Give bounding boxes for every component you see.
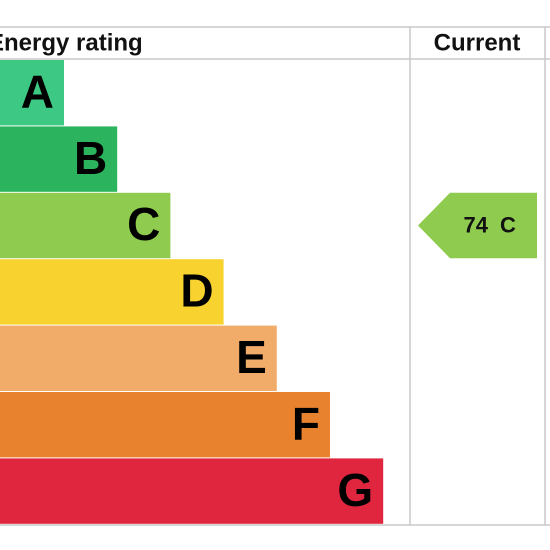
current-band: C — [500, 212, 516, 237]
band-letter: G — [337, 464, 373, 516]
rating-band — [0, 325, 277, 391]
band-letter: A — [21, 65, 54, 117]
rating-band — [0, 458, 384, 524]
rating-band — [0, 192, 171, 259]
rating-header: Energy rating — [0, 29, 143, 56]
band-letter: C — [127, 198, 160, 250]
current-indicator — [418, 192, 537, 259]
rating-band — [0, 259, 224, 325]
band-letter: D — [180, 265, 213, 317]
current-header: Current — [434, 29, 521, 56]
rating-band — [0, 126, 118, 192]
rating-band — [0, 60, 64, 126]
band-letter: F — [292, 397, 320, 449]
rating-band — [0, 392, 330, 458]
band-letter: E — [236, 331, 267, 383]
band-letter: B — [74, 132, 107, 184]
current-score: 74 — [464, 212, 489, 237]
